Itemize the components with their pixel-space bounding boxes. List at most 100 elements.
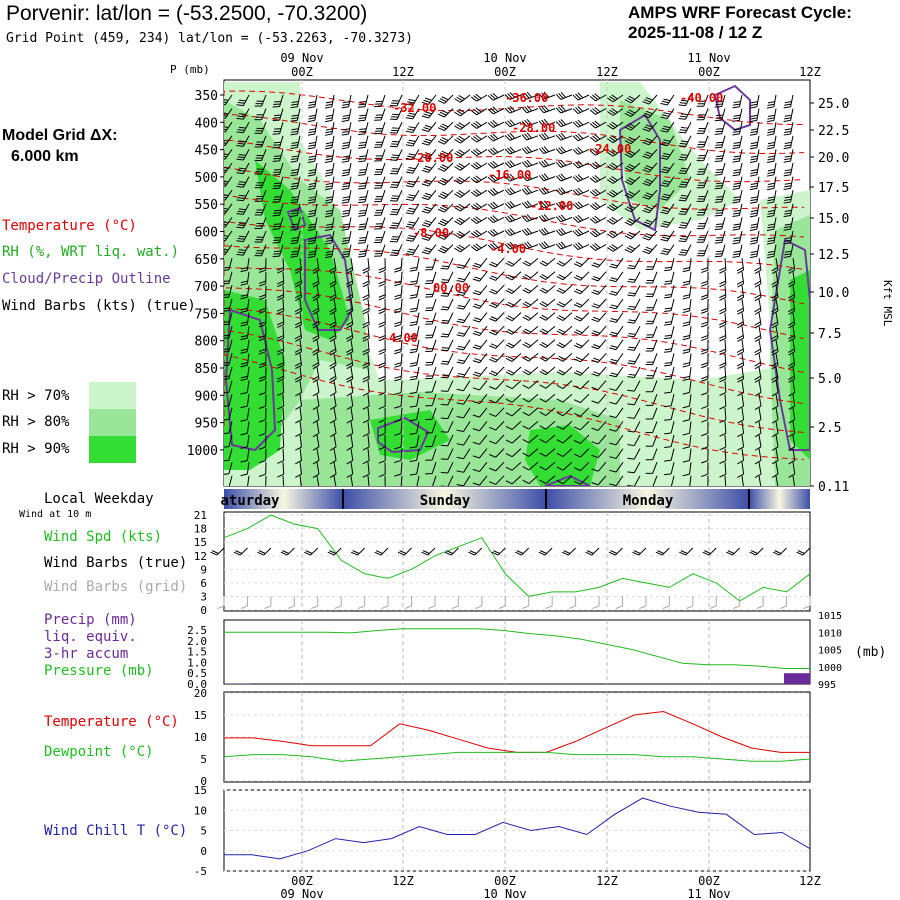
wind-barb-feather: [560, 187, 567, 193]
wind-barb: [758, 394, 762, 407]
wind-barb: [545, 312, 556, 321]
wind-barb-feather: [767, 141, 775, 145]
wind-barb: [228, 353, 233, 366]
wind-barb: [364, 230, 369, 243]
wind-barb-feather: [750, 239, 758, 242]
wind-barb: [246, 366, 250, 379]
wind-barb: [685, 108, 692, 120]
wind-barb: [648, 162, 658, 173]
wind-barb: [741, 448, 745, 461]
wind-barb: [721, 244, 726, 257]
height-tick-label: 7.5: [818, 327, 841, 342]
wind-barb-feather: [714, 255, 722, 258]
wind-barb-feather: [240, 432, 248, 436]
wind-barb-feather: [362, 321, 370, 326]
wind-barb-feather: [609, 415, 617, 419]
wind-barb-feather: [719, 337, 727, 342]
wind-barb-feather: [628, 231, 636, 236]
wind-barb-feather: [456, 307, 464, 310]
wind-barb-feather: [358, 225, 366, 228]
wind-barb-feather: [522, 425, 530, 430]
wind-barb-feather: [573, 399, 581, 404]
wind-barb-feather: [489, 304, 496, 309]
wind-barb-feather: [611, 94, 618, 100]
wind-barb: [479, 353, 488, 364]
wind-barb-feather: [609, 164, 616, 169]
wind-barb-feather: [732, 160, 740, 163]
wind-barb-feather: [591, 318, 599, 323]
wind-barb: [509, 230, 522, 237]
wind-barb-feather: [394, 362, 402, 366]
wind-barb: [224, 94, 233, 106]
wind-barb-feather: [290, 103, 299, 106]
wind-barb: [509, 176, 522, 182]
wind-barb-feather: [680, 249, 688, 252]
wind-barb-feather: [538, 134, 545, 141]
wind-barb-feather: [719, 405, 727, 410]
wind-barb-feather: [409, 283, 417, 286]
wind-barb-feather: [472, 305, 480, 309]
wind-barb-feather: [272, 228, 280, 230]
wind-barb-true-feather: [350, 551, 358, 556]
wind-barb-feather: [307, 133, 315, 136]
wind-barb-feather: [572, 244, 579, 250]
wind-barb-feather: [573, 385, 581, 390]
wind-barb-feather: [456, 110, 463, 115]
wind-barb-feather: [737, 378, 744, 383]
wind-barb-feather: [783, 255, 791, 258]
wind-barb-feather: [556, 330, 564, 335]
wind-barb-grid-feather: [639, 605, 647, 609]
wind-barb-feather: [308, 141, 316, 145]
wind-barb-feather: [236, 172, 244, 175]
wind-barb-feather: [732, 201, 740, 204]
wind-barb-feather: [682, 310, 690, 314]
wind-barb-feather: [733, 158, 741, 161]
wind-barb: [545, 393, 556, 403]
wind-barb: [773, 94, 777, 107]
wind-barb: [543, 244, 556, 250]
wind-barb-feather: [346, 269, 354, 274]
wind-barb-feather: [440, 281, 448, 284]
wind-barb-feather: [678, 186, 686, 188]
wind-barb-feather: [277, 446, 284, 451]
wind-barb-feather: [507, 342, 515, 347]
wind-barb-feather: [394, 296, 402, 300]
wind-barb-feather: [644, 167, 652, 171]
wind-barb: [431, 285, 437, 297]
wind-barb-feather: [237, 224, 245, 227]
wind-barb: [689, 312, 692, 325]
wind-barb: [261, 94, 267, 107]
wind-barb: [412, 203, 420, 215]
wind-barb-feather: [538, 107, 545, 114]
wind-barb-grid-feather: [568, 605, 576, 609]
wind-barb-feather: [240, 334, 248, 338]
wind-barb-feather: [784, 212, 792, 215]
wind-barb: [316, 312, 320, 325]
wind-barb: [416, 421, 420, 434]
wind-barb: [562, 461, 573, 471]
wind-barb: [460, 189, 471, 198]
wind-barb: [431, 298, 437, 311]
wind-barb-feather: [788, 473, 795, 478]
wind-barb: [331, 203, 335, 216]
wind-barb-feather: [645, 97, 653, 101]
wind-barb-feather: [394, 307, 402, 311]
wind-barb-feather: [627, 389, 635, 392]
wind-barb-feather: [307, 174, 315, 177]
wind-barb: [666, 244, 675, 255]
wind-barb-feather: [524, 187, 530, 194]
location-title: Porvenir: lat/lon = (-53.2500, -70.3200): [6, 2, 368, 25]
wind-barb-feather: [224, 321, 230, 323]
wind-barb-feather: [573, 412, 581, 417]
wind-barb: [652, 312, 658, 324]
wind-barb-feather: [555, 93, 562, 100]
wind-barb-feather: [274, 114, 282, 117]
wind-barb-feather: [507, 201, 513, 208]
wind-barb: [495, 312, 505, 322]
wind-barb: [331, 122, 335, 135]
wind-barb-feather: [575, 161, 581, 168]
wind-barb-feather: [784, 239, 792, 242]
wind-barb-true-feather: [352, 550, 360, 554]
temperature-contour: [224, 329, 805, 433]
wind-barb: [615, 434, 624, 446]
